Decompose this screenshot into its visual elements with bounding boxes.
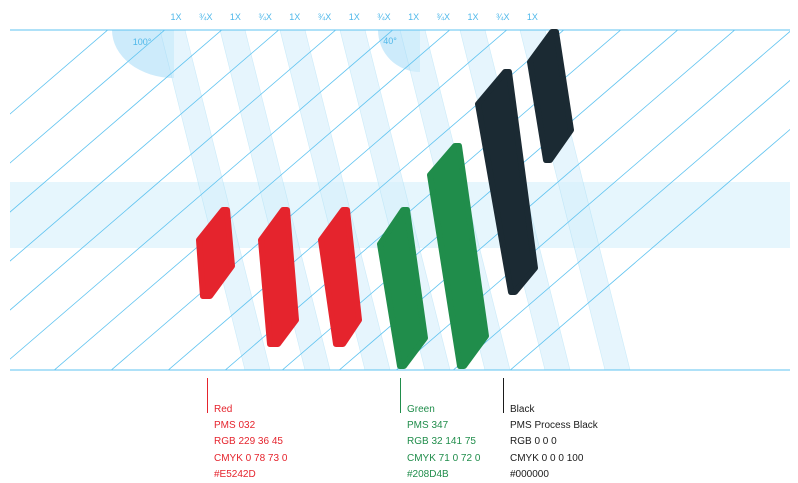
ratio-label: ¾X [496, 12, 510, 22]
ratio-label: 1X [289, 12, 300, 22]
swatch-name: Red [214, 404, 233, 415]
swatch-rgb: RGB 229 36 45 [214, 436, 283, 448]
black-stripes [475, 29, 574, 295]
ratio-label: ¾X [258, 12, 272, 22]
diagonal-line [10, 30, 223, 213]
diagonal-line [53, 30, 451, 370]
swatch-red: Red PMS 032 RGB 229 36 45 CMYK 0 78 73 0… [207, 378, 288, 483]
green-stripes [377, 143, 489, 369]
diagonal-line [10, 30, 109, 115]
diagonal-line [452, 79, 790, 370]
ratio-label: ¾X [377, 12, 391, 22]
red-marker-line [207, 378, 208, 413]
red-stripe-1 [196, 207, 235, 299]
diagonal-line [10, 30, 394, 360]
ratio-label: ¾X [318, 12, 332, 22]
red-stripes [196, 207, 362, 347]
green-marker-line [400, 378, 401, 413]
swatch-rgb: RGB 32 141 75 [407, 436, 476, 448]
diagonal-line [10, 30, 337, 311]
black-marker-line [503, 378, 504, 413]
ratio-label: 1X [467, 12, 478, 22]
logo-mark [196, 29, 574, 369]
angle-arc-100 [112, 30, 174, 78]
ratio-label: 1X [527, 12, 538, 22]
black-stripe-2 [527, 29, 574, 163]
ratio-label: ¾X [437, 12, 451, 22]
green-stripe-1 [377, 207, 428, 369]
diagonal-line [110, 30, 508, 370]
swatch-rgb: RGB 0 0 0 [510, 436, 557, 448]
swatch-cmyk: CMYK 0 78 73 0 [214, 452, 288, 464]
ratio-label: 1X [408, 12, 419, 22]
swatch-pms: PMS 032 [214, 420, 256, 432]
diagonal-line [10, 30, 280, 262]
ratio-label: 1X [349, 12, 360, 22]
swatch-hex: #E5242D [214, 468, 256, 480]
ratio-labels: 1X ¾X 1X ¾X 1X ¾X 1X ¾X 1X ¾X 1X ¾X 1X [170, 12, 537, 22]
swatch-hex: #208D4B [407, 468, 449, 480]
swatch-cmyk: CMYK 71 0 72 0 [407, 452, 481, 464]
swatch-green: Green PMS 347 RGB 32 141 75 CMYK 71 0 72… [400, 378, 481, 483]
red-stripe-2 [258, 207, 299, 347]
ratio-label: 1X [170, 12, 181, 22]
green-stripe-2 [427, 143, 489, 369]
diagonal-line [509, 128, 790, 370]
swatch-pms: PMS 347 [407, 420, 449, 432]
swatch-black: Black PMS Process Black RGB 0 0 0 CMYK 0… [503, 378, 598, 483]
ratio-label: ¾X [199, 12, 213, 22]
angle-label-40: 40° [383, 36, 397, 46]
swatch-hex: #000000 [510, 468, 549, 480]
swatch-cmyk: CMYK 0 0 0 100 [510, 452, 584, 464]
red-stripe-3 [318, 207, 362, 347]
ratio-label: 1X [230, 12, 241, 22]
black-stripe-1 [475, 69, 538, 295]
swatch-pms: PMS Process Black [510, 420, 598, 432]
swatch-name: Green [407, 404, 435, 415]
angle-label-100: 100° [133, 37, 152, 47]
diagonal-line [10, 30, 166, 164]
swatch-name: Black [510, 404, 535, 415]
